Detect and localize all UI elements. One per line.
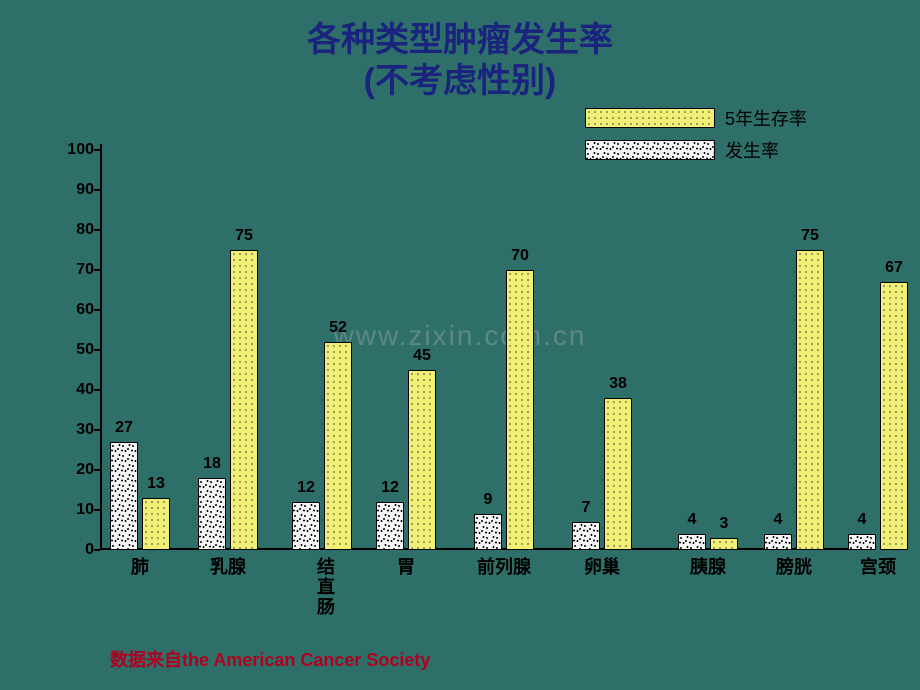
bar-value-label: 45 xyxy=(413,347,431,365)
y-tick-label: 30 xyxy=(58,421,94,439)
bar-group: 1875 xyxy=(198,250,258,550)
source-citation: 数据来自the American Cancer Society xyxy=(110,646,430,672)
category-label: 膀胱 xyxy=(764,558,824,578)
bar-value-label: 12 xyxy=(297,479,315,497)
bar-value-label: 18 xyxy=(203,455,221,473)
bar-value-label: 4 xyxy=(858,511,867,529)
bar-incidence: 18 xyxy=(198,478,226,550)
y-tick-label: 10 xyxy=(58,501,94,519)
category-label: 宫颈 xyxy=(848,558,908,578)
bar-value-label: 9 xyxy=(484,491,493,509)
bar-incidence: 12 xyxy=(292,502,320,550)
bar-group: 1245 xyxy=(376,370,436,550)
bar-value-label: 4 xyxy=(774,511,783,529)
category-label: 前列腺 xyxy=(474,558,534,578)
bar-value-label: 7 xyxy=(582,499,591,517)
y-tick-mark xyxy=(94,189,100,191)
y-tick-label: 80 xyxy=(58,221,94,239)
bar-value-label: 27 xyxy=(115,419,133,437)
bar-incidence: 9 xyxy=(474,514,502,550)
slide: 各种类型肿瘤发生率 (不考虑性别) www.zixin.com.cn 5年生存率… xyxy=(0,0,920,690)
bar-survival: 75 xyxy=(230,250,258,550)
bar-survival: 38 xyxy=(604,398,632,550)
y-tick-mark xyxy=(94,469,100,471)
bar-incidence: 7 xyxy=(572,522,600,550)
bar-value-label: 12 xyxy=(381,479,399,497)
category-label: 胰腺 xyxy=(678,558,738,578)
bar-survival: 75 xyxy=(796,250,824,550)
legend-item-survival: 5年生存率 xyxy=(585,105,875,131)
y-tick-mark xyxy=(94,269,100,271)
bar-incidence: 27 xyxy=(110,442,138,550)
title-line-1: 各种类型肿瘤发生率 xyxy=(0,20,920,61)
title-line-2: (不考虑性别) xyxy=(0,61,920,102)
bar-survival: 13 xyxy=(142,498,170,550)
category-label: 卵巢 xyxy=(572,558,632,578)
y-tick-mark xyxy=(94,309,100,311)
legend-label-survival: 5年生存率 xyxy=(725,105,807,131)
y-tick-label: 100 xyxy=(58,141,94,159)
bar-value-label: 52 xyxy=(329,319,347,337)
y-tick-mark xyxy=(94,429,100,431)
category-label: 乳腺 xyxy=(198,558,258,578)
bar-value-label: 67 xyxy=(885,259,903,277)
bar-survival: 3 xyxy=(710,538,738,550)
chart-title: 各种类型肿瘤发生率 (不考虑性别) xyxy=(0,20,920,102)
plot-area: 01020304050607080901002713肺1875乳腺1252结直肠… xyxy=(100,150,870,550)
bar-value-label: 38 xyxy=(609,375,627,393)
y-axis-line xyxy=(100,144,102,550)
bar-group: 467 xyxy=(848,282,908,550)
bar-value-label: 70 xyxy=(511,247,529,265)
bar-survival: 52 xyxy=(324,342,352,550)
bar-value-label: 4 xyxy=(688,511,697,529)
y-tick-label: 60 xyxy=(58,301,94,319)
y-tick-mark xyxy=(94,149,100,151)
bar-value-label: 75 xyxy=(235,227,253,245)
category-label: 结直肠 xyxy=(316,558,336,617)
y-tick-label: 70 xyxy=(58,261,94,279)
bar-group: 738 xyxy=(572,398,632,550)
category-label: 胃 xyxy=(376,558,436,578)
bar-incidence: 4 xyxy=(848,534,876,550)
y-tick-label: 90 xyxy=(58,181,94,199)
y-tick-label: 40 xyxy=(58,381,94,399)
bar-group: 970 xyxy=(474,270,534,550)
bar-incidence: 4 xyxy=(678,534,706,550)
y-tick-mark xyxy=(94,549,100,551)
bar-survival: 45 xyxy=(408,370,436,550)
bar-group: 2713 xyxy=(110,442,170,550)
y-tick-label: 50 xyxy=(58,341,94,359)
bar-group: 43 xyxy=(678,534,738,550)
y-tick-mark xyxy=(94,509,100,511)
y-tick-mark xyxy=(94,389,100,391)
bar-incidence: 4 xyxy=(764,534,792,550)
chart-area: 01020304050607080901002713肺1875乳腺1252结直肠… xyxy=(60,150,870,580)
legend-swatch-survival xyxy=(585,108,715,128)
bar-value-label: 75 xyxy=(801,227,819,245)
bar-incidence: 12 xyxy=(376,502,404,550)
bar-survival: 67 xyxy=(880,282,908,550)
category-label: 肺 xyxy=(110,558,170,578)
y-tick-label: 20 xyxy=(58,461,94,479)
bar-group: 1252 xyxy=(292,342,352,550)
bar-value-label: 13 xyxy=(147,475,165,493)
bar-group: 475 xyxy=(764,250,824,550)
y-tick-mark xyxy=(94,349,100,351)
y-tick-mark xyxy=(94,229,100,231)
bar-survival: 70 xyxy=(506,270,534,550)
y-tick-label: 0 xyxy=(58,541,94,559)
bar-value-label: 3 xyxy=(720,515,729,533)
